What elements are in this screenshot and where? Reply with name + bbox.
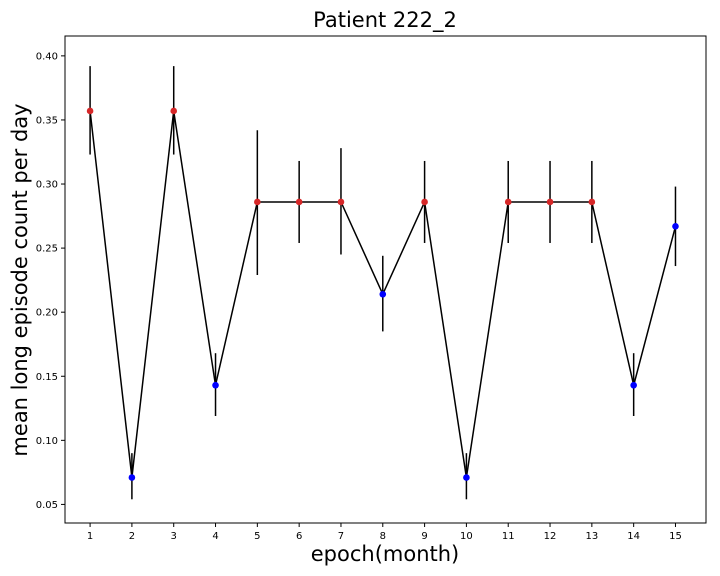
- y-tick-label: 0.40: [36, 51, 58, 62]
- y-axis-label: mean long episode count per day: [8, 103, 32, 456]
- x-axis-label: epoch(month): [311, 542, 460, 566]
- chart-title: Patient 222_2: [313, 8, 457, 33]
- data-point: [337, 198, 345, 206]
- x-tick-label: 9: [421, 531, 427, 542]
- plot-area: 1 2 3 4 5 6 7 8 9 10 11 12 13 14 150.050.100.150.200.2…: [36, 35, 707, 542]
- y-tick-label: 0.30: [36, 180, 58, 191]
- data-point: [546, 198, 554, 206]
- data-point: [379, 290, 387, 298]
- x-tick-label: 1: [87, 531, 93, 542]
- y-tick-label: 0.15: [36, 372, 58, 383]
- x-tick-label: 7: [338, 531, 344, 542]
- x-tick-label: 6: [296, 531, 302, 542]
- plot-frame: [64, 35, 707, 524]
- x-tick-label: 3: [171, 531, 177, 542]
- x-tick-label: 10: [460, 531, 473, 542]
- data-point: [504, 198, 512, 206]
- x-tick-label: 5: [254, 531, 260, 542]
- x-tick-label: 15: [669, 531, 682, 542]
- data-point: [630, 381, 637, 389]
- x-tick-label: 14: [627, 531, 640, 542]
- x-tick-label: 12: [544, 531, 557, 542]
- x-tick-label: 11: [502, 531, 515, 542]
- data-point: [86, 107, 94, 115]
- y-tick-label: 0.20: [36, 308, 58, 319]
- y-tick-label: 0.05: [36, 500, 58, 511]
- data-point: [170, 107, 178, 115]
- x-tick-label: 4: [212, 531, 218, 542]
- data-point: [295, 198, 303, 206]
- data-point: [254, 198, 261, 206]
- y-tick-label: 0.35: [36, 115, 58, 126]
- y-tick-label: 0.10: [36, 436, 58, 447]
- x-tick-label: 2: [129, 531, 135, 542]
- data-point: [212, 381, 219, 389]
- x-tick-label: 8: [380, 531, 386, 542]
- data-point: [421, 198, 428, 206]
- x-tick-label: 13: [585, 531, 598, 542]
- data-point: [128, 474, 136, 481]
- data-point: [463, 474, 470, 481]
- data-point: [588, 198, 596, 206]
- y-tick-label: 0.25: [36, 244, 58, 255]
- data-point: [672, 223, 679, 230]
